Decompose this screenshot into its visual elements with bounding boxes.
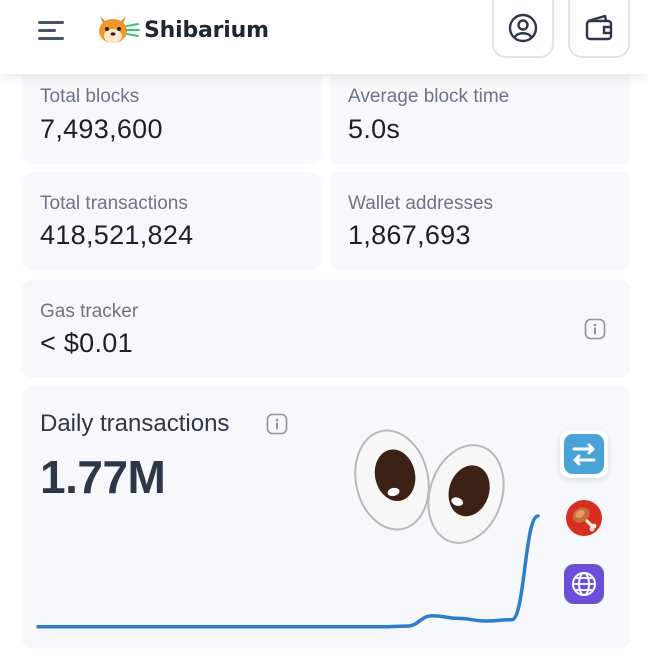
stat-value: < $0.01 (40, 328, 133, 358)
info-icon[interactable] (266, 413, 288, 435)
stat-label: Total blocks (40, 86, 140, 107)
globe-icon (572, 572, 596, 596)
brand-link[interactable]: Shibarium (94, 12, 269, 48)
info-icon[interactable] (584, 318, 606, 340)
swap-button[interactable] (560, 430, 608, 478)
stat-value: 5.0s (348, 114, 401, 144)
stat-value: 418,521,824 (40, 220, 194, 250)
meat-button[interactable] (564, 498, 604, 538)
hamburger-menu-icon[interactable] (34, 16, 68, 44)
chart-value: 1.77M (40, 451, 166, 503)
shiba-inu-logo-icon (99, 16, 140, 43)
stat-card-total-transactions: Total transactions 418,521,824 (22, 172, 322, 270)
chart-series-line (36, 514, 540, 629)
stat-card-total-blocks: Total blocks 7,493,600 (22, 58, 322, 164)
daily-transactions-chart (36, 514, 540, 629)
swap-arrows-icon (564, 434, 604, 474)
user-profile-icon (508, 13, 538, 43)
eyes-emoji-icon (354, 429, 505, 544)
stat-card-average-block-time: Average block time 5.0s (330, 58, 630, 164)
brand-name: Shibarium (144, 17, 269, 43)
wallet-button[interactable] (568, 0, 630, 58)
stat-value: 7,493,600 (40, 114, 163, 144)
stat-card-wallet-addresses: Wallet addresses 1,867,693 (330, 172, 630, 270)
chart-title: Daily transactions (40, 410, 230, 437)
stat-label: Wallet addresses (348, 193, 494, 214)
wallet-icon (585, 14, 613, 41)
daily-transactions-card[interactable]: Daily transactions 1.77M (22, 386, 630, 648)
stat-value: 1,867,693 (348, 220, 471, 250)
stat-card-gas-tracker: Gas tracker < $0.01 (22, 280, 630, 378)
top-bar: Shibarium (0, 0, 648, 74)
profile-button[interactable] (492, 0, 554, 58)
stat-label: Total transactions (40, 193, 188, 214)
stat-label: Gas tracker (40, 301, 139, 322)
globe-button[interactable] (564, 564, 604, 604)
stat-label: Average block time (348, 86, 510, 107)
meat-on-bone-icon (566, 500, 602, 536)
